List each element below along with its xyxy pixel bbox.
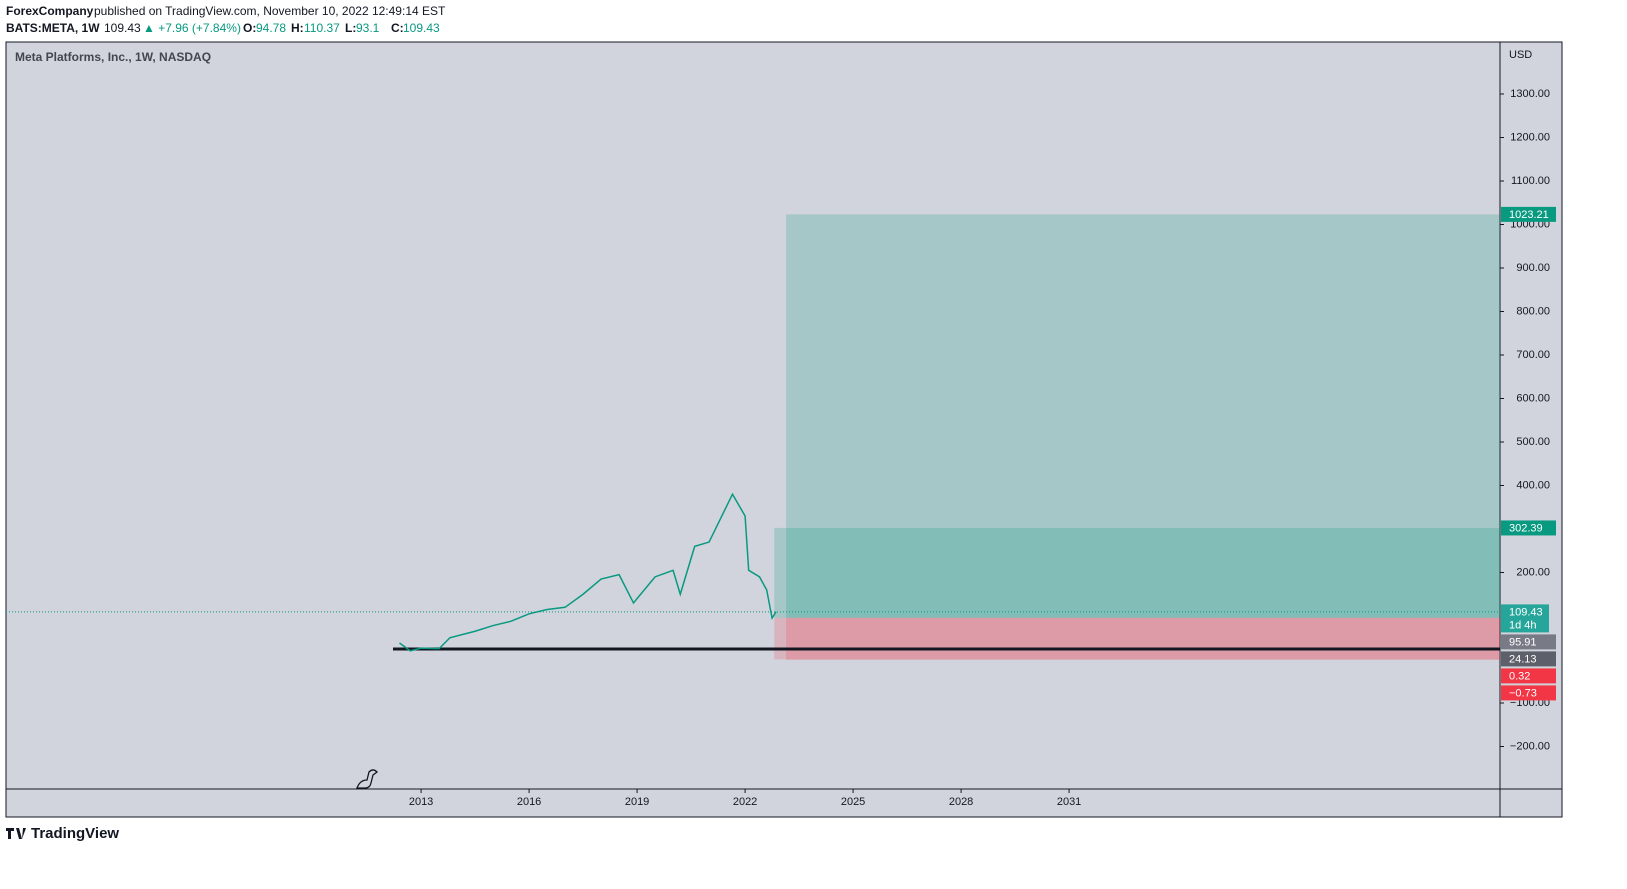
x-tick-label: 2025 (841, 796, 865, 808)
stop-zone (774, 617, 1500, 660)
chart-title: Meta Platforms, Inc., 1W, NASDAQ (15, 50, 211, 64)
price-label-text: 0.32 (1509, 670, 1530, 682)
logo-text: TradingView (31, 825, 119, 842)
published: published on TradingView.com, November 1… (94, 4, 446, 18)
target-zone (774, 527, 1500, 618)
change: ▲ +7.96 (+7.84%) (143, 21, 241, 35)
y-tick-label: 400.00 (1516, 479, 1550, 491)
symbol: BATS:META, 1W (6, 21, 100, 35)
ohlc-label: H: (291, 21, 304, 35)
price-label-bg (1501, 668, 1556, 684)
stop-zone (786, 617, 1500, 660)
logo: TradingView (6, 825, 119, 842)
target-zone (786, 214, 1500, 618)
ohlc-label: L: (345, 21, 356, 35)
price-label: 1023.21 (1501, 206, 1556, 222)
y-tick-label: 700.00 (1516, 349, 1550, 361)
y-tick-label: 1200.00 (1510, 131, 1550, 143)
y-tick-label: −200.00 (1510, 740, 1550, 752)
ohlc-label: O: (243, 21, 256, 35)
price-label-text: 302.39 (1509, 522, 1543, 534)
ohlc-value: 110.37 (304, 21, 340, 35)
mascot (356, 769, 378, 789)
x-tick-label: 2022 (733, 796, 757, 808)
legend-line: BATS:META, 1W 109.43 ▲ +7.96 (+7.84%) O:… (6, 21, 440, 35)
currency: USD (1509, 49, 1532, 61)
price-label-bg (1501, 634, 1556, 650)
price-label-text: −0.73 (1509, 687, 1537, 699)
price-label: 302.39 (1501, 520, 1556, 536)
price: 109.43 (104, 21, 141, 35)
price-label-text: 109.43 (1509, 606, 1543, 618)
publisher: ForexCompany (6, 4, 94, 18)
chart-frame (5, 41, 1563, 818)
price-label-bg (1501, 604, 1549, 633)
countdown: 1d 4h (1509, 619, 1537, 631)
price-label-bg (1501, 520, 1556, 536)
y-tick-label: 500.00 (1516, 436, 1550, 448)
price-label-bg (1501, 651, 1556, 667)
price-label-bg (1501, 206, 1556, 222)
ohlc-value: 94.78 (256, 21, 286, 35)
price-line (399, 492, 777, 652)
price-label-text: 1023.21 (1509, 209, 1549, 221)
ohlc-value: 93.1 (356, 21, 380, 35)
y-tick-label: 1100.00 (1511, 175, 1550, 187)
ohlc-value: 109.43 (403, 21, 440, 35)
y-tick-label: 200.00 (1516, 566, 1550, 578)
price-label: 95.91 (1501, 634, 1556, 650)
y-tick-label: 900.00 (1516, 262, 1550, 274)
x-tick-label: 2028 (949, 796, 973, 808)
x-tick-label: 2031 (1057, 796, 1081, 808)
y-tick-label: 600.00 (1516, 392, 1550, 404)
y-tick-label: 800.00 (1516, 305, 1550, 317)
ohlc-label: C: (391, 21, 404, 35)
x-tick-label: 2016 (517, 796, 541, 808)
x-tick-label: 2019 (625, 796, 649, 808)
price-label-bg (1501, 685, 1556, 701)
price-label: −0.73 (1501, 685, 1556, 701)
price-label: 0.32 (1501, 668, 1556, 684)
price-label-text: 95.91 (1509, 636, 1537, 648)
y-tick-label: 1300.00 (1510, 88, 1550, 100)
price-label: 24.13 (1501, 651, 1556, 667)
x-tick-label: 2013 (409, 796, 433, 808)
price-label-text: 24.13 (1509, 653, 1537, 665)
